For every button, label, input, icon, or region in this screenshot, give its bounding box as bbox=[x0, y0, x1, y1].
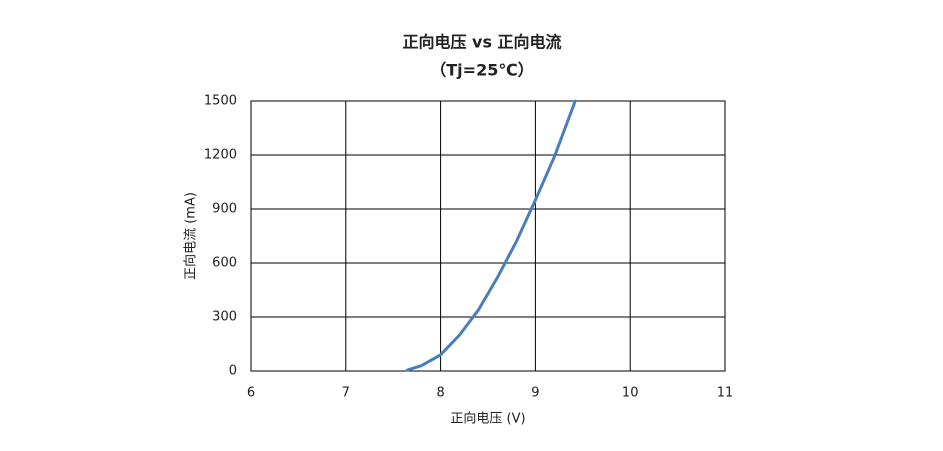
x-tick-label: 6 bbox=[247, 386, 255, 401]
y-tick-label: 1200 bbox=[204, 148, 237, 163]
x-axis-label: 正向电压 (V) bbox=[450, 411, 525, 427]
chart-subtitle: （Tj=25℃） bbox=[430, 61, 533, 80]
y-tick-label: 900 bbox=[212, 202, 237, 217]
x-tick-label: 11 bbox=[717, 386, 734, 401]
plot-border bbox=[250, 100, 726, 372]
x-tick-label: 9 bbox=[531, 386, 539, 401]
y-axis-label: 正向电流 (mA) bbox=[183, 192, 199, 280]
y-tick-label: 600 bbox=[212, 256, 237, 271]
x-tick-label: 7 bbox=[342, 386, 350, 401]
y-tick-label: 300 bbox=[212, 310, 237, 325]
y-tick-label: 0 bbox=[229, 364, 237, 379]
x-tick-label: 8 bbox=[436, 386, 444, 401]
data-line bbox=[405, 99, 577, 372]
x-tick-label: 10 bbox=[622, 386, 639, 401]
chart-title: 正向电压 vs 正向电流 bbox=[402, 33, 561, 52]
y-tick-label: 1500 bbox=[204, 94, 237, 109]
